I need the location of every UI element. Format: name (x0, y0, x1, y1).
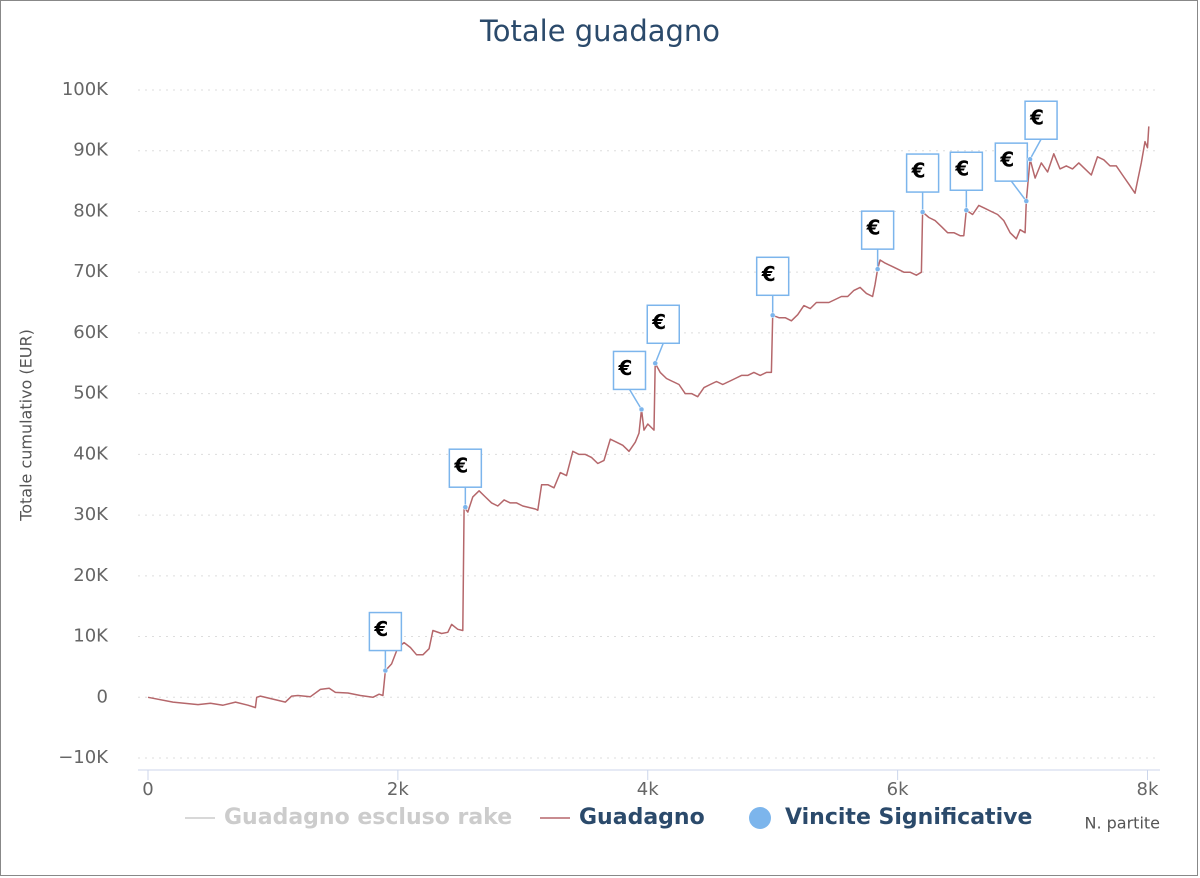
flag-point (963, 207, 970, 213)
flag-label: € (954, 157, 969, 181)
y-tick-label: 40K (73, 443, 109, 464)
x-tick-label: 2k (387, 779, 409, 800)
x-tick-label: 0 (142, 779, 153, 800)
y-tick-label: 10K (73, 626, 109, 647)
flag-point (652, 360, 658, 367)
flag-box (646, 304, 680, 345)
y-tick-label: 50K (73, 383, 109, 404)
flag-label: € (866, 216, 881, 240)
y-tick-label: 70K (73, 261, 109, 282)
legend-symbol (749, 807, 771, 829)
flag-point (1023, 198, 1030, 204)
flag-label: € (651, 310, 666, 334)
y-tick-label: 30K (73, 504, 109, 525)
legend-label[interactable]: Vincite Significative (785, 805, 1032, 830)
legend-label[interactable]: Guadagno (579, 805, 705, 830)
flag-point (1027, 156, 1033, 162)
flag-label: € (1029, 106, 1044, 130)
flag-point (382, 667, 389, 674)
flag-box (949, 151, 984, 191)
chart-title: Totale guadagno (479, 14, 720, 48)
y-axis-title: Totale cumulativo (EUR) (17, 329, 36, 522)
data-line (147, 126, 1150, 709)
flag-label: € (911, 159, 926, 183)
y-tick-label: 0 (97, 686, 108, 707)
flag-point (638, 406, 645, 413)
flag-box (994, 142, 1029, 182)
flag-point (769, 312, 776, 319)
y-tick-label: 90K (73, 140, 109, 161)
flag-connector (628, 389, 643, 410)
legend-label[interactable]: Guadagno escluso rake (224, 805, 512, 830)
flag-label: € (999, 148, 1014, 172)
flag-connector (654, 342, 664, 364)
x-axis-title: N. partite (1084, 814, 1160, 833)
flag-box (368, 611, 403, 652)
flag-point (874, 266, 881, 272)
y-tick-label: −10K (58, 747, 109, 768)
y-tick-label: 100K (62, 79, 109, 100)
flag-label: € (618, 356, 633, 380)
flag-point (919, 209, 926, 215)
y-tick-label: 80K (73, 200, 109, 221)
flag-connector (1029, 138, 1042, 160)
flag-box (755, 256, 790, 297)
y-tick-label: 20K (73, 565, 109, 586)
flag-label: € (373, 617, 388, 641)
flag-connector (1010, 180, 1027, 202)
y-tick-label: 60K (73, 322, 109, 343)
flag-point (462, 504, 469, 510)
flag-box (1024, 100, 1058, 140)
x-tick-label: 8k (1137, 779, 1159, 800)
x-tick-label: 6k (887, 779, 909, 800)
flag-label: € (761, 262, 776, 286)
flag-label: € (453, 454, 468, 478)
x-tick-label: 4k (637, 779, 659, 800)
flag-box (860, 210, 895, 250)
flag-box (612, 350, 647, 391)
flag-box (905, 153, 940, 193)
flag-box (448, 448, 483, 488)
